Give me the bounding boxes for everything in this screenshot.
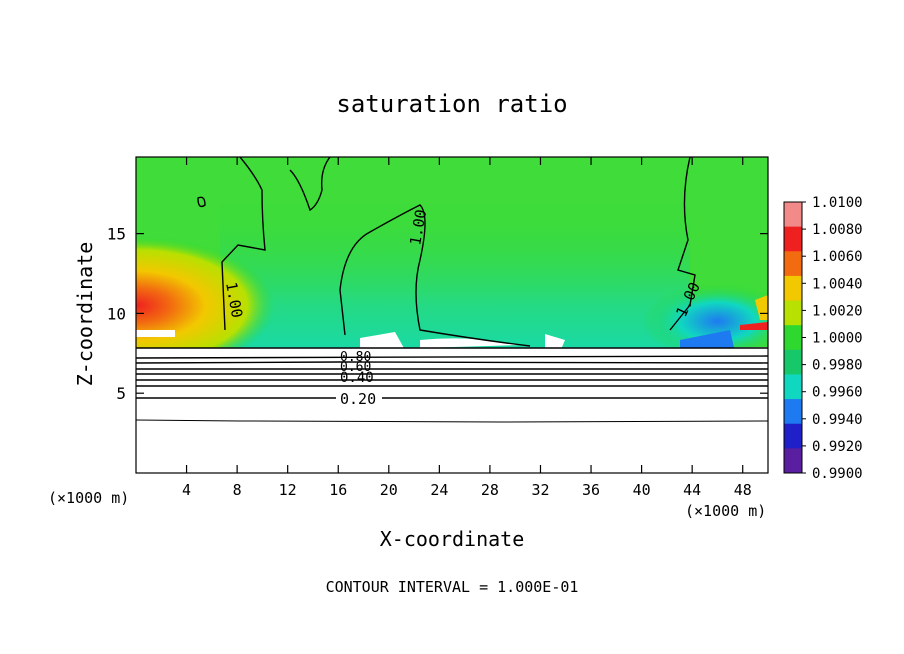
contour-label: 0.20	[340, 390, 376, 408]
colorbar-swatch	[784, 251, 802, 277]
x-tick-label: 28	[481, 481, 499, 499]
x-tick-label: 44	[683, 481, 701, 499]
colorbar-tick-label: 1.0000	[812, 331, 863, 347]
colorbar-tick-label: 1.0100	[812, 195, 863, 211]
x-tick-label: 20	[380, 481, 398, 499]
colorbar-tick-label: 0.9960	[812, 385, 863, 401]
x-tick-label: 16	[329, 481, 347, 499]
y-tick-label: 10	[107, 304, 126, 323]
colorbar-swatch	[784, 202, 802, 228]
colorbar-swatch	[784, 399, 802, 425]
x-tick-label: 8	[233, 481, 242, 499]
colorbar-swatch	[784, 448, 802, 474]
x-unit-label-right: (×1000 m)	[685, 502, 766, 520]
x-tick-label: 40	[633, 481, 651, 499]
colorbar-tick-label: 0.9900	[812, 466, 863, 482]
x-tick-label: 24	[430, 481, 448, 499]
y-axis-label: Z-coordinate	[73, 242, 97, 387]
colorbar-tick-label: 1.0040	[812, 276, 863, 292]
colorbar-tick-label: 1.0020	[812, 303, 863, 319]
contour-label: 1.00	[222, 281, 246, 320]
x-tick-label: 48	[734, 481, 752, 499]
heatmap-field	[136, 157, 768, 473]
colorbar-tick-label: 0.9920	[812, 439, 863, 455]
x-tick-label: 4	[182, 481, 191, 499]
plot-frame	[135, 156, 769, 474]
x-tick-label: 32	[531, 481, 549, 499]
x-tick-label: 36	[582, 481, 600, 499]
colorbar-tick-label: 1.0080	[812, 222, 863, 238]
colorbar-swatch	[784, 226, 802, 252]
colorbar: 1.0100 1.0080 1.0060 1.0040 1.0020 1.0000 0.99…	[783, 195, 863, 482]
x-tick-label: 12	[279, 481, 297, 499]
chart-title: saturation ratio	[336, 90, 567, 118]
contour-lines	[136, 157, 768, 423]
colorbar-swatch	[784, 325, 802, 351]
contour-label: 0.60	[340, 360, 371, 375]
colorbar-tick-label: 0.9940	[812, 412, 863, 428]
colorbar-swatch	[784, 300, 802, 326]
colorbar-swatch	[784, 423, 802, 449]
y-axis: 5 10 15	[107, 225, 768, 403]
contour-interval-note: CONTOUR INTERVAL = 1.000E-01	[326, 578, 579, 596]
y-tick-label: 5	[116, 384, 126, 403]
colorbar-swatch	[784, 275, 802, 302]
contour-label: 1.00	[406, 208, 430, 247]
colorbar-tick-label: 0.9980	[812, 358, 863, 374]
contour-label: 0.40	[340, 370, 374, 386]
x-axis: 4 8 12 16 20 24 28 32 36 40 44 48	[182, 157, 752, 499]
x-axis-label: X-coordinate	[380, 527, 525, 551]
x-unit-label: (×1000 m)	[48, 489, 129, 507]
colorbar-swatch	[784, 374, 802, 400]
contour-label: 0.80	[340, 350, 371, 365]
y-tick-label: 15	[107, 225, 126, 244]
colorbar-swatch	[784, 349, 802, 375]
colorbar-tick-label: 1.0060	[812, 249, 863, 265]
